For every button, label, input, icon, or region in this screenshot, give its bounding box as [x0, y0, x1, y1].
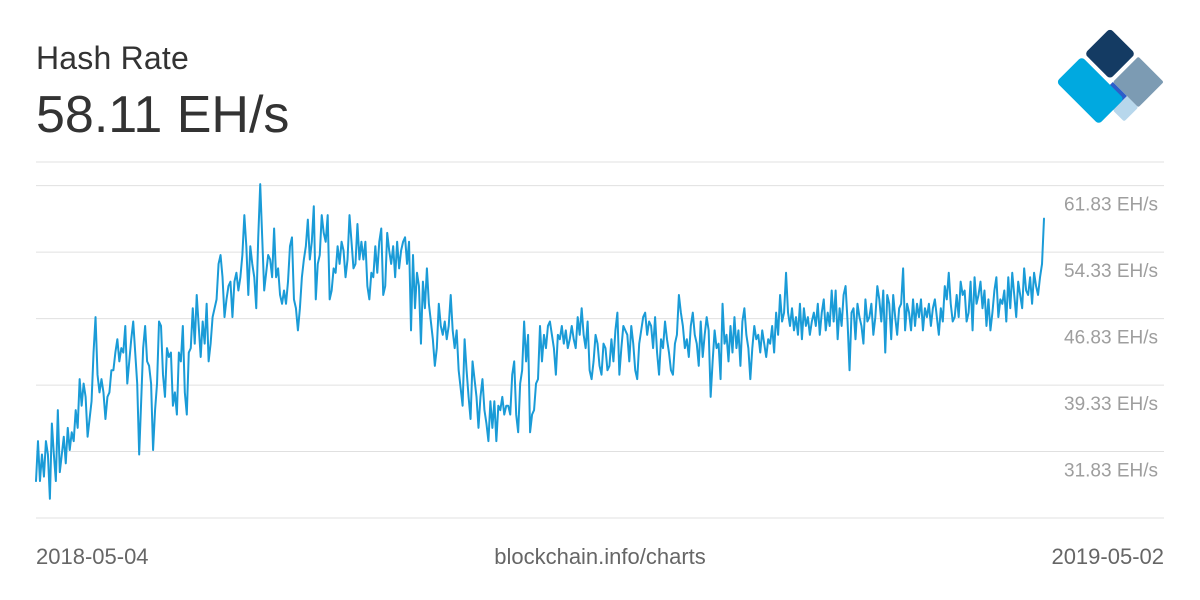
logo-light-tile: [1113, 96, 1138, 121]
logo-cyan-tile: [1057, 58, 1123, 123]
gridlines: [36, 161, 1164, 519]
hash-rate-series-line: [35, 183, 1045, 500]
y-tick-label: 61.83 EH/s: [1064, 195, 1158, 216]
x-axis-end-date: 2019-05-02: [1051, 544, 1164, 569]
logo-grey-tile: [1113, 57, 1163, 107]
x-axis-start-date: 2018-05-04: [36, 544, 149, 569]
source-link[interactable]: blockchain.info/charts: [494, 544, 706, 569]
y-tick-label: 54.33 EH/s: [1064, 261, 1158, 282]
current-hash-rate-value: 58.11 EH/s: [36, 86, 290, 144]
y-tick-label: 39.33 EH/s: [1064, 394, 1158, 415]
y-tick-label: 46.83 EH/s: [1064, 328, 1158, 349]
y-tick-labels: 31.83 EH/s 39.33 EH/s 46.83 EH/s 54.33 EH/s…: [1064, 195, 1158, 482]
logo-dark-tile: [1086, 29, 1134, 78]
chart-title: Hash Rate: [36, 40, 189, 76]
blockchain-diamond-logo-icon[interactable]: [1056, 28, 1164, 136]
y-tick-label: 31.83 EH/s: [1064, 461, 1158, 482]
